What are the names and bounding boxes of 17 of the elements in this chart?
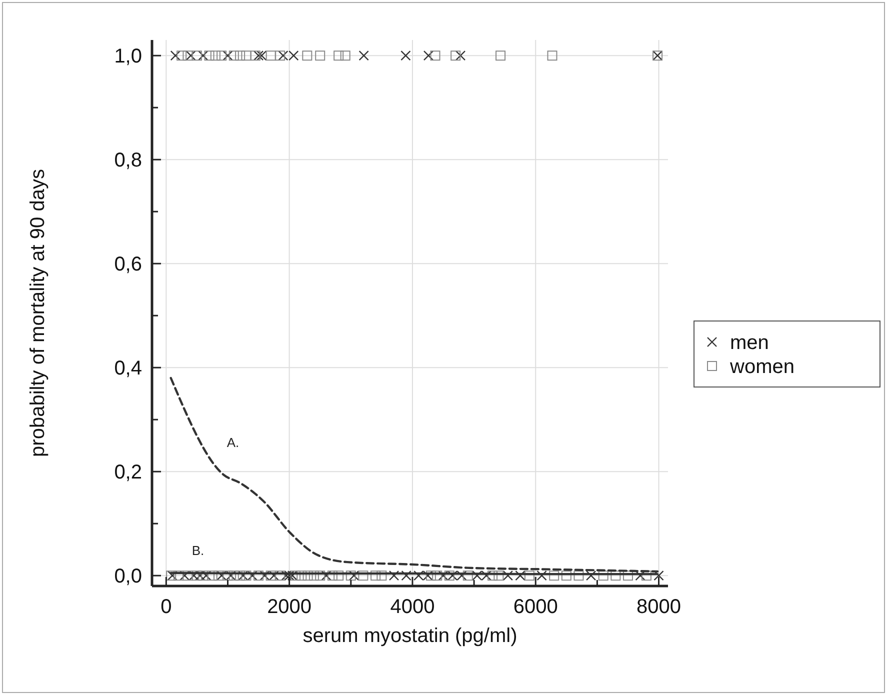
legend-label: women bbox=[729, 356, 794, 378]
legend-label: men bbox=[730, 332, 769, 354]
x-tick-label: 2000 bbox=[267, 596, 312, 618]
y-tick-label: 0,2 bbox=[114, 462, 142, 484]
x-axis-title: serum myostatin (pg/ml) bbox=[302, 625, 518, 647]
annotation: B. bbox=[192, 543, 204, 558]
y-tick-label: 0,0 bbox=[114, 566, 142, 588]
y-tick-label: 0,8 bbox=[114, 150, 142, 172]
y-tick-label: 1,0 bbox=[114, 46, 142, 68]
y-tick-label: 0,6 bbox=[114, 254, 142, 276]
y-axis-title: probabilty of mortality at 90 days bbox=[27, 169, 49, 457]
x-tick-label: 8000 bbox=[636, 596, 682, 618]
x-tick-label: 6000 bbox=[513, 596, 558, 618]
x-tick-label: 0 bbox=[160, 596, 172, 618]
x-tick-label: 4000 bbox=[390, 596, 435, 618]
annotation: A. bbox=[226, 435, 240, 450]
y-tick-label: 0,4 bbox=[114, 358, 142, 380]
